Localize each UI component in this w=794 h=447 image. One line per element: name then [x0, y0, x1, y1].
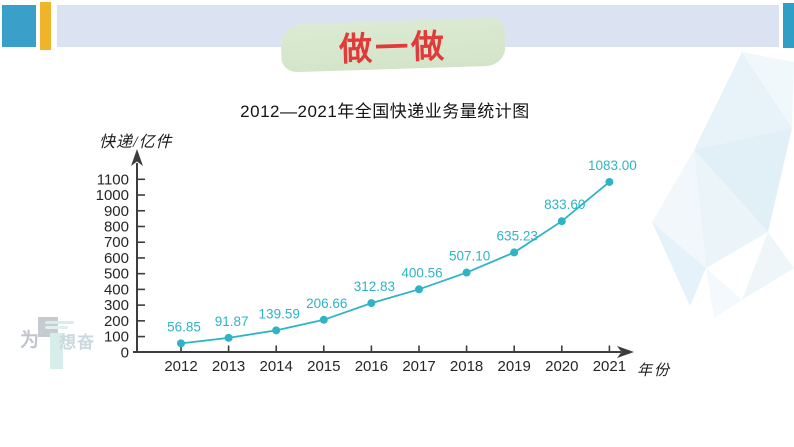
y-tick-label: 1100 — [97, 171, 129, 188]
watermark-logo: 为 想奋 — [18, 312, 102, 382]
x-tick-label: 2019 — [498, 358, 531, 375]
data-point-label: 507.10 — [449, 249, 490, 264]
data-point — [462, 268, 471, 277]
y-tick-label: 900 — [104, 203, 129, 220]
x-axis-label: 年份 — [637, 363, 672, 379]
y-tick-label: 600 — [104, 250, 129, 267]
data-point-label: 635.23 — [497, 228, 538, 243]
x-tick-label: 2014 — [260, 358, 293, 375]
x-tick-label: 2015 — [307, 358, 340, 375]
data-point — [415, 285, 423, 294]
y-tick-label: 700 — [104, 234, 129, 251]
data-point-label: 1083.00 — [588, 158, 637, 173]
data-line — [180, 181, 610, 345]
data-point — [367, 299, 376, 308]
data-point-label: 400.56 — [401, 265, 442, 280]
data-point-label: 91.87 — [215, 314, 249, 329]
y-tick-label: 1000 — [96, 187, 129, 204]
data-point-label: 206.66 — [306, 296, 347, 311]
watermark-text-line-icon — [45, 326, 68, 329]
data-point — [224, 333, 233, 342]
data-point-label: 56.85 — [167, 319, 201, 334]
data-point — [177, 339, 185, 348]
x-tick-label: 2016 — [355, 358, 388, 375]
header-yellow-bar — [40, 2, 51, 50]
x-axis-arrow-icon — [617, 346, 634, 358]
watermark-chars: 想奋 — [59, 333, 95, 352]
y-tick-label: 800 — [104, 218, 129, 235]
x-tick-label: 2017 — [402, 358, 435, 375]
chart-title: 2012—2021年全国快递业务量统计图 — [240, 102, 530, 121]
data-point-label: 833.60 — [544, 197, 585, 212]
y-axis-arrow-icon — [131, 149, 143, 166]
x-tick-label: 2012 — [164, 358, 197, 375]
watermark-char: 为 — [20, 330, 40, 351]
header-left-square — [2, 5, 36, 47]
y-tick-label: 100 — [104, 329, 129, 346]
y-tick-label: 500 — [104, 266, 129, 283]
y-tick-label: 0 — [121, 344, 129, 361]
y-tick-label: 200 — [104, 313, 129, 330]
watermark-text-line-icon — [45, 321, 74, 324]
data-point — [510, 248, 519, 257]
x-tick-label: 2020 — [545, 358, 578, 375]
watermark-teal-bar-icon — [50, 333, 63, 369]
header-right-square — [783, 3, 794, 48]
data-point — [605, 177, 614, 186]
y-tick-label: 300 — [104, 297, 129, 314]
data-point-label: 312.83 — [354, 279, 395, 294]
x-tick-label: 2021 — [593, 358, 626, 375]
y-axis-label: 快递/亿件 — [99, 134, 173, 151]
data-point — [272, 326, 281, 335]
data-point — [319, 315, 328, 324]
y-tick-label: 400 — [104, 281, 129, 298]
x-tick-label: 2018 — [450, 358, 483, 375]
x-tick-label: 2013 — [212, 358, 245, 375]
data-point — [557, 217, 566, 226]
data-point-label: 139.59 — [259, 306, 300, 321]
